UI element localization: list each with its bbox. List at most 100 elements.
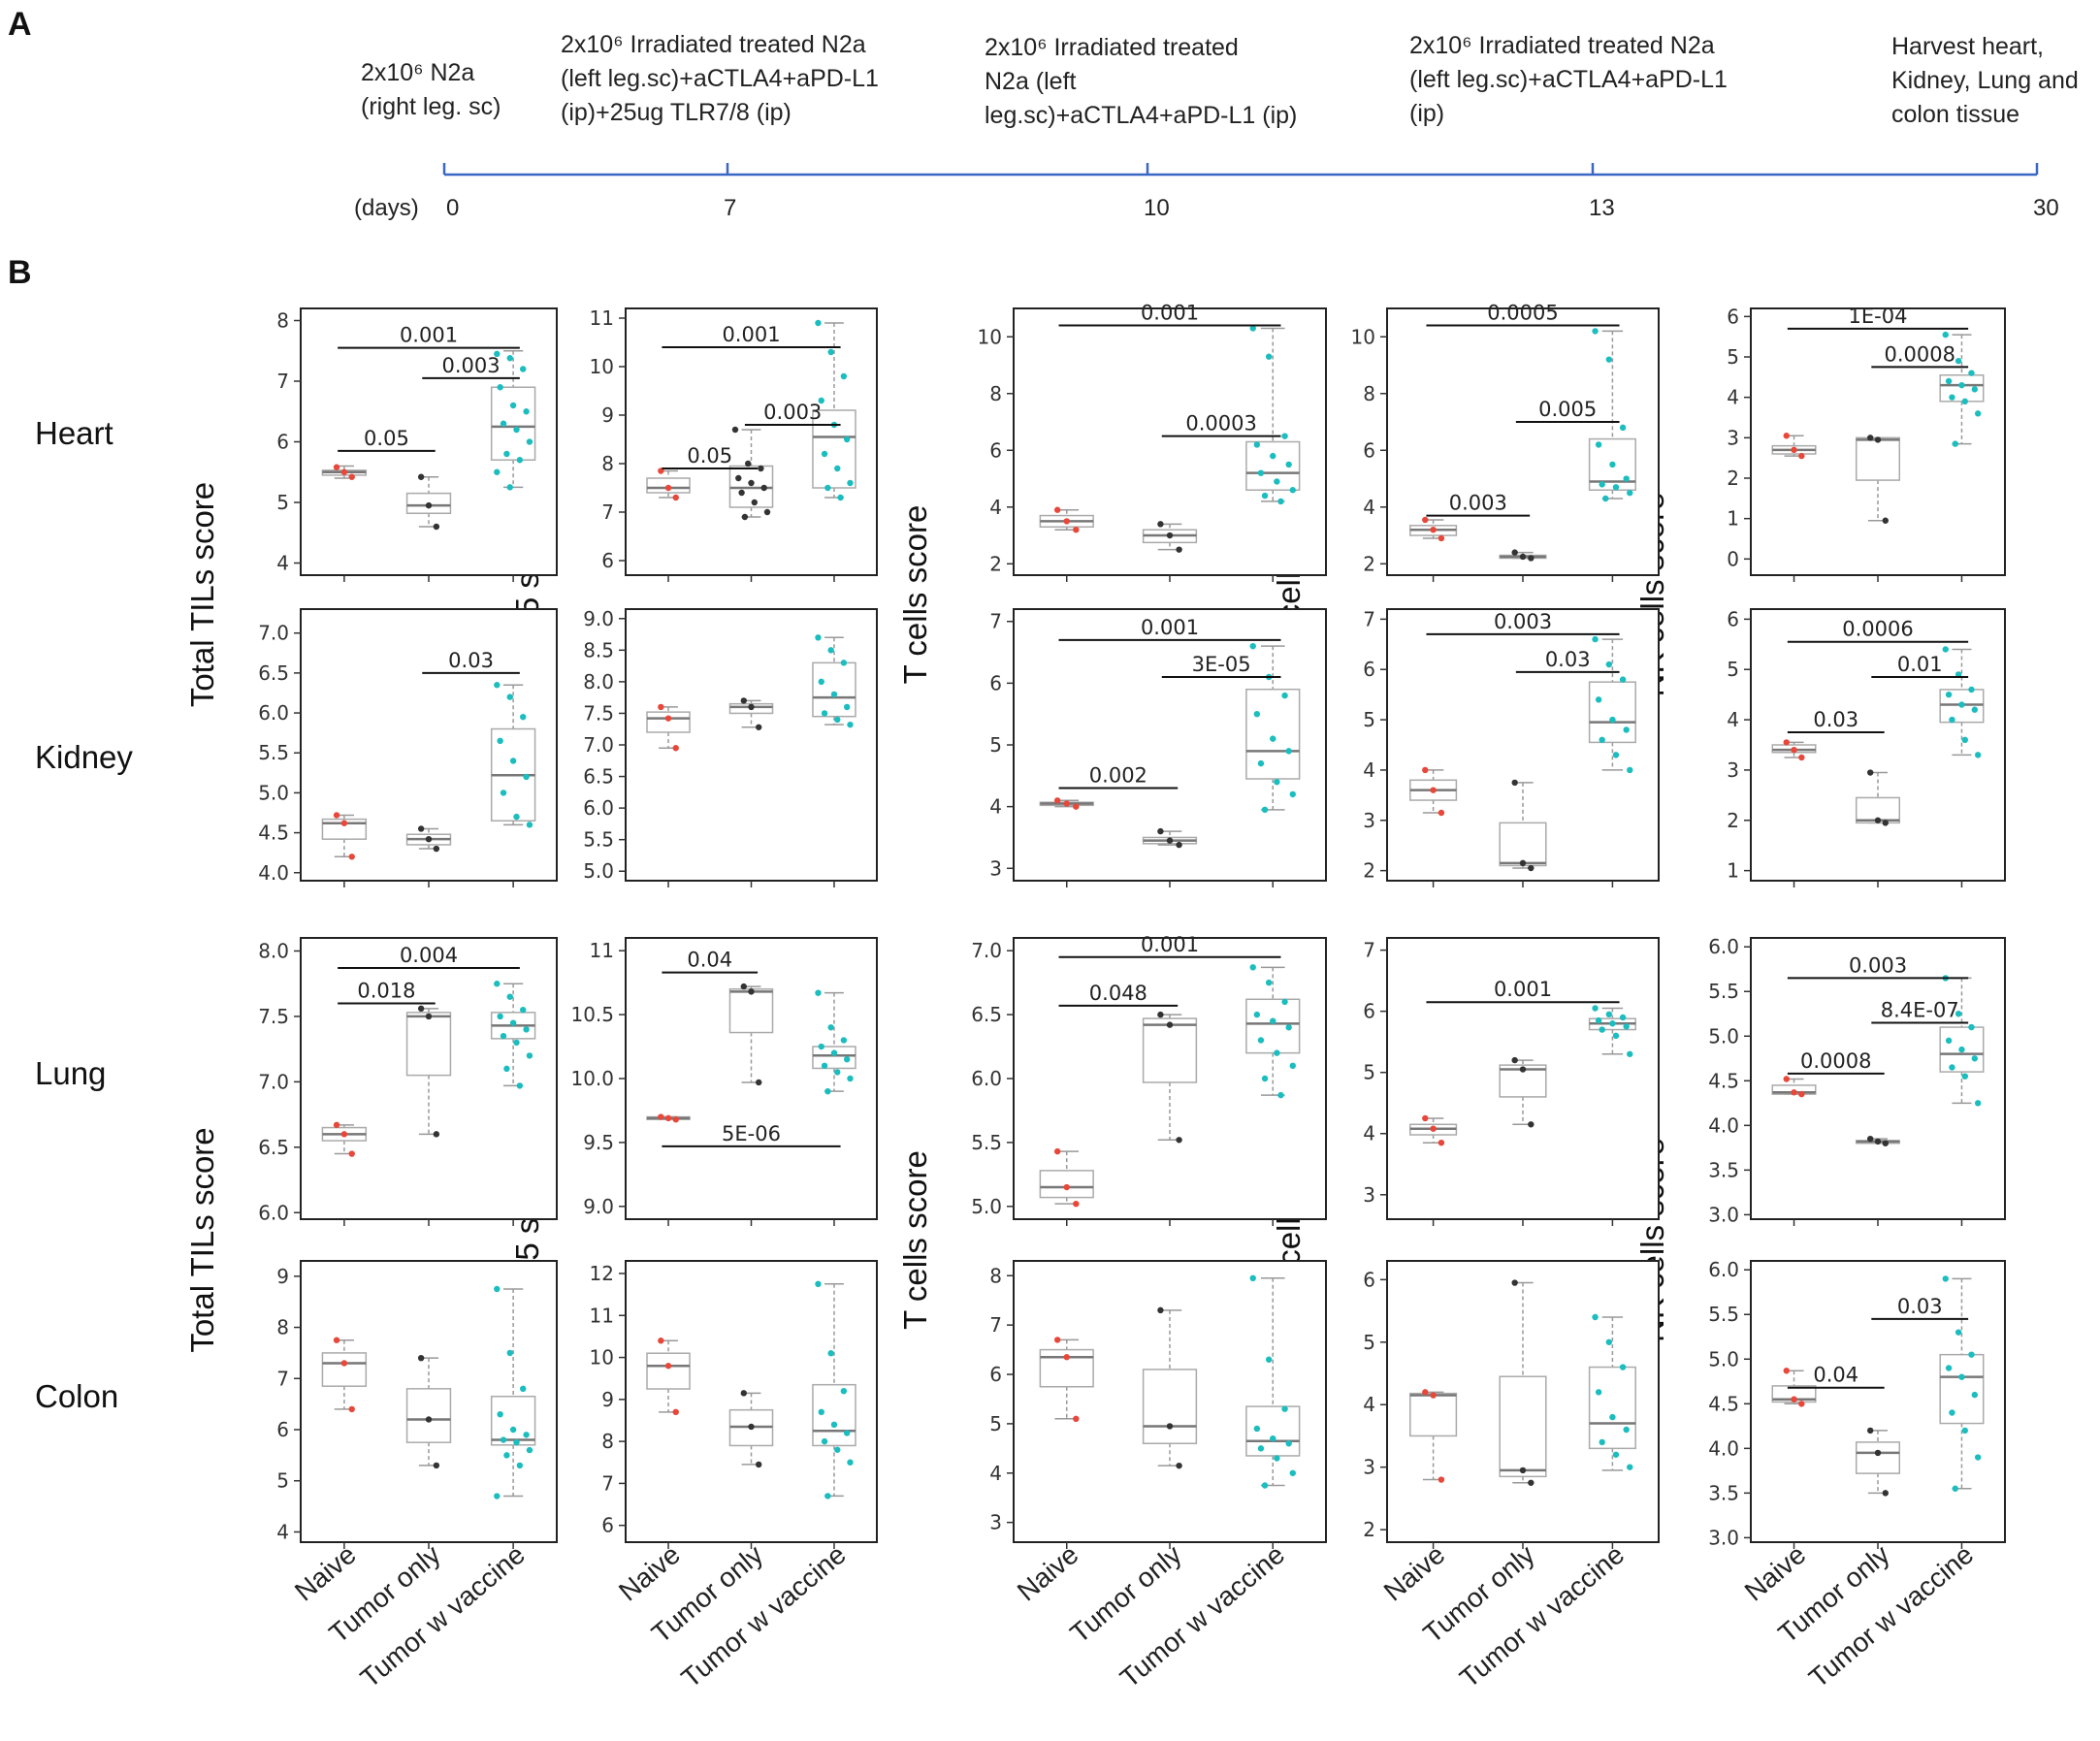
data-point xyxy=(1528,555,1535,562)
data-point xyxy=(520,1385,527,1393)
y-tick-label: 1 xyxy=(1727,859,1739,883)
data-point xyxy=(843,1056,851,1063)
p-value-label: 0.03 xyxy=(1813,708,1858,731)
data-point xyxy=(1257,1445,1265,1452)
data-point xyxy=(348,473,355,480)
data-point xyxy=(1592,1005,1599,1012)
timeline-event-text: (right leg. sc) xyxy=(361,93,501,120)
y-tick-label: 5 xyxy=(1363,708,1375,731)
y-tick-label: 6.5 xyxy=(258,661,289,685)
data-point xyxy=(1285,1440,1292,1447)
data-point xyxy=(658,703,664,711)
data-point xyxy=(1166,1021,1174,1028)
data-point xyxy=(748,479,755,487)
timeline-event-text: 2x10⁶ Irradiated treated N2a xyxy=(1409,32,1715,59)
box-iqr xyxy=(1588,1366,1636,1450)
boxplot-panel: 2 4 6 8 10 0.0005 0.003 0.005 xyxy=(1351,302,1660,582)
data-point xyxy=(1519,1467,1527,1474)
data-point xyxy=(1519,1066,1527,1073)
data-point xyxy=(1783,433,1790,439)
data-point xyxy=(503,1065,510,1073)
data-point xyxy=(1528,1479,1535,1486)
data-point xyxy=(1595,1389,1602,1396)
y-tick-label: 10 xyxy=(590,1346,614,1370)
data-point xyxy=(1609,716,1616,724)
data-point xyxy=(1619,424,1627,432)
data-point xyxy=(840,1387,848,1395)
data-point xyxy=(1053,506,1061,513)
y-tick-label: 9.0 xyxy=(583,1195,614,1218)
data-point xyxy=(1971,386,1979,393)
data-point xyxy=(1958,701,1965,708)
data-point xyxy=(1274,778,1280,786)
data-point xyxy=(1595,696,1602,703)
data-point xyxy=(821,1437,828,1445)
plot-frame xyxy=(625,937,878,1220)
y-tick-label: 8.5 xyxy=(583,638,614,661)
data-point xyxy=(1249,964,1256,971)
boxplot-panel: 9.0 9.5 10.0 10.5 11 0.04 5E-06 xyxy=(570,937,878,1226)
p-value-label: 0.05 xyxy=(687,444,732,467)
data-point xyxy=(1949,1064,1955,1071)
data-point xyxy=(1974,1454,1982,1461)
boxplot-panel: 3.0 3.5 4.0 4.5 5.0 5.5 6.0 0.03 0.04 xyxy=(1708,1258,2006,1549)
timeline-day: 0 xyxy=(446,195,459,221)
p-value-label: 0.03 xyxy=(448,649,494,672)
p-value-label: 0.001 xyxy=(1141,302,1199,325)
data-point xyxy=(1942,1275,1949,1282)
data-point xyxy=(1430,1125,1437,1132)
data-point xyxy=(494,1285,501,1293)
data-point xyxy=(1166,837,1174,844)
data-point xyxy=(1874,817,1882,823)
data-point xyxy=(1971,706,1979,713)
data-point xyxy=(506,993,513,1000)
y-tick-label: 3 xyxy=(989,1511,1002,1534)
p-value-label: 1E-04 xyxy=(1849,305,1908,328)
data-point xyxy=(815,319,822,327)
y-tick-label: 7.0 xyxy=(583,733,614,757)
box-iqr xyxy=(1142,1369,1198,1444)
data-point xyxy=(1791,1396,1797,1402)
data-point xyxy=(1619,1364,1627,1370)
data-point xyxy=(847,1459,854,1466)
data-point xyxy=(1053,797,1061,804)
data-point xyxy=(1971,1055,1979,1062)
timeline-event-text: 2x10⁶ N2a xyxy=(361,59,474,86)
boxplot-panel: 1 2 3 4 5 6 0.0006 0.01 0.03 xyxy=(1727,607,2006,887)
data-point xyxy=(340,468,348,475)
data-point xyxy=(1874,1138,1882,1145)
p-value-label: 0.003 xyxy=(1494,610,1552,633)
data-point xyxy=(847,1075,854,1082)
y-tick-label: 5.0 xyxy=(1708,1024,1739,1048)
data-point xyxy=(1971,1391,1979,1399)
box-iqr xyxy=(490,386,536,461)
data-point xyxy=(1592,328,1599,335)
data-point xyxy=(333,464,340,470)
y-tick-label: 4.5 xyxy=(1708,1069,1739,1092)
data-point xyxy=(756,1079,762,1086)
data-point xyxy=(1942,646,1949,653)
p-value-label: 0.0005 xyxy=(1487,302,1558,325)
data-point xyxy=(1528,1121,1535,1128)
data-point xyxy=(1968,686,1975,693)
data-point xyxy=(824,1493,831,1499)
y-axis-label: Total TILs score xyxy=(184,482,220,707)
data-point xyxy=(1176,1462,1182,1469)
data-point xyxy=(1945,377,1953,385)
y-axis-label: T cells score xyxy=(897,1150,933,1330)
box-iqr xyxy=(1855,1441,1901,1474)
y-tick-label: 10 xyxy=(590,355,614,378)
y-tick-label: 7.0 xyxy=(971,939,1002,962)
y-tick-label: 5.5 xyxy=(583,828,614,852)
data-point xyxy=(513,1039,520,1047)
data-point xyxy=(425,501,433,509)
timeline-day: 7 xyxy=(724,195,736,221)
box-iqr xyxy=(1588,681,1636,744)
data-point xyxy=(1949,1409,1955,1416)
data-point xyxy=(1961,1427,1969,1435)
data-point xyxy=(425,835,433,843)
boxplot-panel: 0 1 2 3 4 5 6 1E-04 0.0008 xyxy=(1727,305,2006,582)
y-axis-label: T cells score xyxy=(897,505,933,685)
data-point xyxy=(821,710,828,717)
